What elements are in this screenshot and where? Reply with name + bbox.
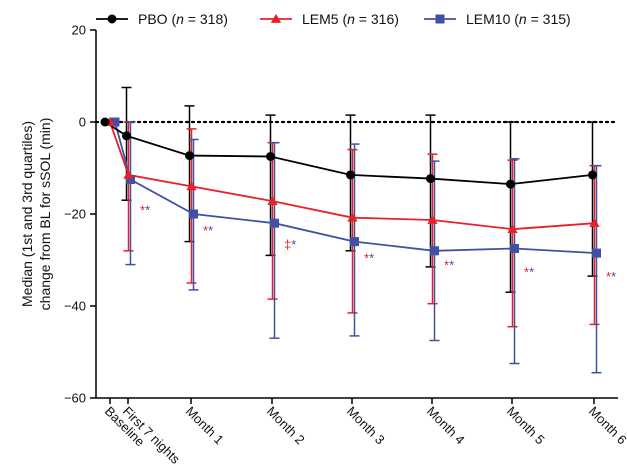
legend: PBO (n = 318) LEM5 (n = 316) LEM10 (n = 31… — [96, 11, 571, 27]
legend-marker — [107, 14, 117, 24]
data-point-pbo — [506, 179, 515, 189]
data-point-pbo — [426, 174, 435, 184]
significance-symbol: * — [145, 202, 150, 217]
y-tick-label: 20 — [72, 23, 86, 38]
data-point-lem5 — [123, 169, 134, 179]
significance-symbol: * — [449, 258, 454, 273]
data-point-lem10 — [189, 209, 198, 219]
data-point-lem10 — [430, 246, 439, 256]
significance-symbol: * — [606, 269, 611, 284]
data-point-lem5 — [347, 212, 358, 222]
data-point-lem5 — [186, 181, 197, 191]
x-tick-label: Month 1 — [183, 404, 227, 448]
significance-marker: ** — [203, 223, 213, 238]
legend-marker — [270, 13, 282, 23]
data-point-lem5 — [589, 218, 600, 228]
data-point-lem10 — [110, 117, 120, 127]
y-tick-label: −40 — [64, 299, 86, 314]
significance-symbol: * — [369, 251, 374, 266]
significance-symbol: ‡ — [284, 237, 291, 252]
data-point-lem10 — [510, 244, 519, 253]
significance-symbol: * — [611, 269, 616, 284]
significance-marker: ** — [606, 269, 616, 284]
x-tick-label: Month 5 — [504, 404, 548, 448]
significance-marker: ** — [140, 202, 150, 217]
significance-marker: ** — [524, 265, 534, 280]
y-axis-title: change from BL for sSOL (min) — [37, 118, 53, 311]
y-tick-label: 0 — [79, 115, 86, 130]
x-tick-label: Month 3 — [344, 404, 388, 448]
legend-item-lem5: LEM5 (n = 316) — [260, 11, 399, 27]
significance-marker: ** — [364, 251, 374, 266]
significance-symbol: * — [444, 258, 449, 273]
significance-marker: ‡* — [284, 237, 296, 252]
data-point-pbo — [100, 117, 110, 127]
y-tick-label: −60 — [64, 391, 86, 406]
series-line-pbo — [104, 121, 593, 186]
significance-symbol: * — [524, 265, 529, 280]
data-point-lem10 — [592, 248, 601, 258]
data-point-lem10 — [270, 218, 279, 228]
significance-symbol: * — [203, 223, 208, 238]
x-tick-label: Month 2 — [264, 404, 308, 448]
data-point-lem5 — [267, 195, 278, 205]
data-point-pbo — [185, 151, 194, 161]
legend-label: LEM5 (n = 316) — [302, 11, 399, 27]
legend-item-pbo: PBO (n = 318) — [96, 11, 228, 27]
legend-marker — [435, 14, 445, 24]
legend-label: PBO (n = 318) — [138, 11, 228, 27]
data-point-lem10 — [126, 175, 135, 184]
x-tick-label: Month 6 — [586, 404, 627, 448]
error-bars — [121, 86, 602, 374]
significance-symbol: * — [208, 223, 213, 238]
data-point-pbo — [122, 131, 131, 141]
data-point-pbo — [588, 170, 597, 180]
significance-symbol: * — [529, 265, 534, 280]
data-point-pbo — [266, 152, 275, 161]
legend-item-lem10: LEM10 (n = 315) — [424, 11, 571, 27]
legend-label: LEM10 (n = 315) — [466, 11, 571, 27]
y-axis-title: Median (1st and 3rd quartiles) — [19, 121, 35, 307]
data-point-pbo — [346, 170, 355, 180]
data-point-lem5 — [427, 214, 438, 224]
series-markers — [100, 116, 601, 258]
significance-symbol: * — [140, 202, 145, 217]
series-lines — [104, 121, 597, 254]
significance-symbol: * — [291, 237, 296, 252]
series-line-lem10 — [114, 121, 597, 254]
data-point-lem10 — [350, 237, 359, 247]
significance-annotations: ****‡*** ** ** ** — [140, 202, 616, 284]
significance-marker: ** — [444, 258, 454, 273]
series-line-lem5 — [109, 121, 595, 231]
significance-symbol: * — [364, 251, 369, 266]
x-tick-label: Month 4 — [424, 404, 468, 448]
data-point-lem5 — [507, 224, 518, 234]
y-tick-label: −20 — [64, 207, 86, 222]
